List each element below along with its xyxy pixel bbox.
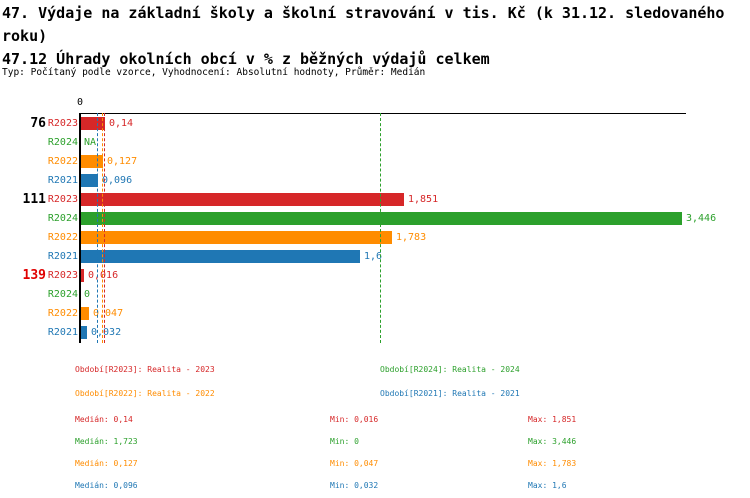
legend-item-R2023: Období[R2023]: Realita - 2023: [75, 365, 215, 374]
x-axis-zero-label: 0: [76, 97, 84, 108]
stat-median-R2024: Medián: 1,723: [75, 437, 138, 446]
stat-min-R2022: Min: 0,047: [330, 459, 379, 468]
row-label-R2023-139: R2023: [47, 270, 78, 281]
stat-max-R2024: Max: 3,446: [528, 437, 577, 446]
legend-item-R2024: Období[R2024]: Realita - 2024: [380, 365, 520, 374]
median-line-R2021: [96, 113, 98, 343]
stat-median-R2023: Medián: 0,14: [75, 415, 133, 424]
median-line-R2024: [380, 113, 382, 343]
chart-title: 47. Výdaje na základní školy a školní st…: [2, 4, 725, 45]
row-label-R2024-76: R2024: [47, 137, 78, 148]
row-label-R2021-111: R2021: [47, 251, 78, 262]
stat-max-R2023: Max: 1,851: [528, 415, 577, 424]
row-label-R2024-139: R2024: [47, 289, 78, 300]
value-label-R2024-139: 0: [84, 289, 91, 300]
stat-min-R2021: Min: 0,032: [330, 481, 379, 490]
value-label-R2022-76: 0,127: [107, 156, 138, 167]
bar-R2022-111: [81, 231, 392, 244]
chart-meta-line: Typ: Počítaný podle vzorce, Vyhodnocení:…: [2, 67, 426, 78]
stat-max-R2022: Max: 1,783: [528, 459, 577, 468]
row-label-R2022-111: R2022: [47, 232, 78, 243]
bar-R2023-76: [81, 117, 105, 130]
value-label-R2021-76: 0,096: [102, 175, 133, 186]
median-line-R2022: [102, 113, 104, 343]
value-label-R2024-111: 3,446: [686, 213, 717, 224]
row-label-R2023-76: R2023: [47, 118, 78, 129]
group-label-139: 139: [22, 268, 46, 283]
value-label-R2023-111: 1,851: [408, 194, 439, 205]
row-label-R2021-139: R2021: [47, 327, 78, 338]
value-label-R2021-139: 0,032: [91, 327, 122, 338]
row-label-R2024-111: R2024: [47, 213, 78, 224]
bar-R2024-111: [81, 212, 682, 225]
value-label-R2022-139: 0,047: [93, 308, 124, 319]
row-label-R2021-76: R2021: [47, 175, 78, 186]
stat-median-R2022: Medián: 0,127: [75, 459, 138, 468]
bar-R2023-139: [81, 269, 84, 282]
y-axis-line: [79, 113, 81, 343]
legend-item-R2021: Období[R2021]: Realita - 2021: [380, 389, 520, 398]
value-label-R2021-111: 1,6: [364, 251, 383, 262]
stat-min-R2024: Min: 0: [330, 437, 359, 446]
group-label-111: 111: [22, 192, 46, 207]
bar-R2023-111: [81, 193, 404, 206]
row-label-R2022-139: R2022: [47, 308, 78, 319]
value-label-R2022-111: 1,783: [396, 232, 427, 243]
bar-R2021-139: [81, 326, 87, 339]
stat-median-R2021: Medián: 0,096: [75, 481, 138, 490]
legend-item-R2022: Období[R2022]: Realita - 2022: [75, 389, 215, 398]
bar-chart: 0 76 R2023 0,14 R2024 NA R2022 0,127 R2021 0,096…: [0, 96, 750, 358]
bar-R2021-76: [81, 174, 98, 187]
x-axis-line: [80, 113, 686, 114]
row-label-R2022-76: R2022: [47, 156, 78, 167]
value-label-R2023-76: 0,14: [109, 118, 134, 129]
stat-max-R2021: Max: 1,6: [528, 481, 567, 490]
group-label-76: 76: [30, 116, 46, 131]
row-label-R2023-111: R2023: [47, 194, 78, 205]
bar-R2022-139: [81, 307, 89, 320]
bar-R2021-111: [81, 250, 360, 263]
stat-min-R2023: Min: 0,016: [330, 415, 379, 424]
chart-subtitle: 47.12 Úhrady okolních obcí v % z běžných…: [2, 50, 490, 68]
median-line-R2023: [104, 113, 106, 343]
value-label-R2024-76: NA: [84, 137, 97, 148]
bar-R2022-76: [81, 155, 103, 168]
